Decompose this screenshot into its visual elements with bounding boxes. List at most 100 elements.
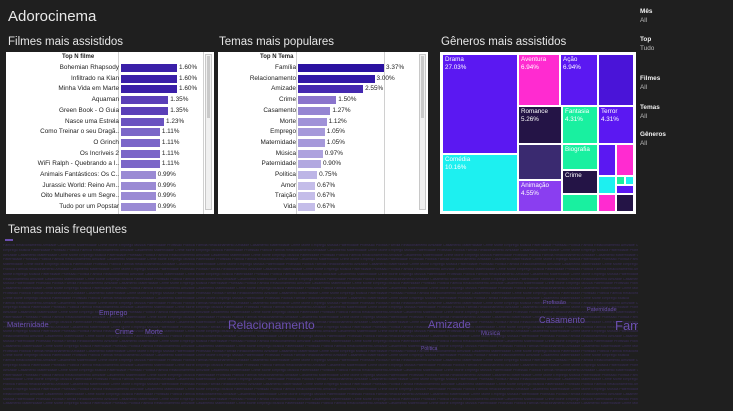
tile-small[interactable] (562, 194, 598, 212)
bar[interactable] (298, 128, 325, 137)
tile-crime[interactable]: Crime (562, 170, 598, 194)
wordcloud-word[interactable]: Emprego (99, 310, 128, 317)
filter-key: Mês (640, 8, 653, 15)
filter-value[interactable]: All (640, 84, 648, 91)
bar-row-label: Relacionamento (218, 74, 296, 84)
bar[interactable] (298, 106, 331, 115)
filter-1[interactable]: Top Tudo (640, 36, 654, 52)
bar[interactable] (121, 138, 160, 147)
bar[interactable] (121, 74, 177, 83)
tile-small[interactable] (518, 144, 562, 180)
wordcloud-word[interactable]: Política (421, 346, 438, 352)
bar[interactable] (298, 149, 323, 158)
filmes-bar-chart[interactable]: Top N filme Bohemian Rhapsody 1.60% Infilt… (6, 52, 214, 214)
bar[interactable] (121, 181, 156, 190)
bar-value-label: 1.60% (179, 74, 198, 82)
bar-row-label: Família (218, 63, 296, 73)
tile-small[interactable] (616, 194, 634, 212)
bar-value-label: 2.55% (365, 85, 384, 93)
temas-bar-chart[interactable]: Top N Tema Família 3.37% Relacionamento 3.0… (218, 52, 428, 214)
tile-small[interactable] (616, 176, 625, 185)
bar[interactable] (121, 106, 169, 115)
tile-small[interactable] (625, 176, 634, 185)
bar-label: Tudo por um Popstar (59, 203, 119, 211)
bar[interactable] (298, 171, 318, 179)
filter-value[interactable]: All (640, 17, 648, 24)
bar[interactable] (298, 138, 325, 147)
bar-row-label: Oito Mulheres e um Segre.. (6, 191, 119, 201)
scroll-thumb[interactable] (421, 56, 424, 118)
tile-small[interactable] (598, 194, 616, 212)
bar[interactable] (121, 85, 177, 94)
bar-row-label: WiFi Ralph - Quebrando a I.. (6, 159, 119, 169)
wordcloud-word[interactable]: Crime (115, 329, 134, 336)
wordcloud-word[interactable]: Paternidade (587, 307, 617, 313)
bar[interactable] (298, 160, 321, 169)
tile-drama[interactable]: Drama 27.03% (442, 54, 518, 154)
temas-scrollbar[interactable] (419, 54, 426, 210)
bar[interactable] (121, 149, 160, 158)
wordcloud-word[interactable]: Maternidade (7, 320, 49, 329)
bar[interactable] (298, 85, 364, 94)
wordcloud-filler: Música Paternidade Profissão Política Fa… (3, 397, 638, 401)
bar[interactable] (298, 74, 375, 83)
bar[interactable] (298, 192, 316, 201)
bar[interactable] (121, 203, 156, 212)
filter-value[interactable]: Tudo (640, 45, 655, 52)
bar[interactable] (121, 160, 160, 169)
wordcloud-word[interactable]: Amizade (428, 319, 471, 331)
bar[interactable] (298, 181, 316, 190)
bar[interactable] (121, 128, 160, 137)
wordcloud-word[interactable]: Música (481, 331, 501, 337)
bar[interactable] (121, 171, 156, 179)
tile-acao[interactable]: Ação 6.94% (560, 54, 598, 106)
bar[interactable] (121, 64, 177, 72)
tile-pct: 4.31% (565, 115, 583, 123)
bar-row-label: Jurassic World: Reino Am.. (6, 181, 119, 191)
tile-small[interactable] (616, 144, 634, 176)
wordcloud-word[interactable]: Relacionamento (228, 318, 315, 332)
bar[interactable] (298, 96, 337, 105)
tile-biografia[interactable]: Biografia (562, 144, 598, 170)
wordcloud-word[interactable]: Morte (145, 329, 163, 336)
wordcloud-word[interactable]: Família (615, 318, 638, 333)
tile-label: Comédia (445, 156, 471, 163)
tile-label: Terror (601, 108, 618, 115)
bar-label: Casamento (263, 106, 296, 114)
wordcloud-word[interactable]: Profissão (543, 300, 566, 306)
tile-terror[interactable]: Terror 4.31% (598, 106, 634, 144)
tile-fantasia[interactable]: Fantasia 4.31% (562, 106, 598, 144)
bar[interactable] (121, 96, 169, 105)
bar[interactable] (298, 64, 384, 72)
bar-label: Oito Mulheres e um Segre.. (40, 192, 119, 200)
bar[interactable] (121, 117, 165, 126)
tile-other[interactable] (598, 54, 634, 106)
filter-2[interactable]: Filmes All (640, 75, 660, 91)
wordcloud-word[interactable]: Casamento (539, 315, 586, 325)
tile-comedia[interactable]: Comédia 10.16% (442, 154, 518, 212)
bar[interactable] (298, 203, 316, 212)
filter-0[interactable]: Mês All (640, 8, 652, 24)
filter-4[interactable]: Gêneros All (640, 131, 666, 147)
filter-3[interactable]: Temas All (640, 104, 660, 120)
wordcloud-title: Temas mais frequentes (8, 224, 127, 236)
wordcloud-filler: Maternidade Crime Morte Emprego Música P… (3, 378, 638, 382)
scroll-thumb[interactable] (207, 56, 210, 118)
tile-animacao[interactable]: Animação 4.55% (518, 180, 562, 212)
generos-treemap[interactable]: Drama 27.03% Aventura 6.94% Ação 6.94% Roma… (440, 52, 636, 214)
tile-small[interactable] (616, 185, 634, 194)
bar-label: Maternidade (260, 138, 296, 146)
filter-value[interactable]: All (640, 113, 648, 120)
tile-small[interactable] (598, 176, 616, 194)
tile-aventura[interactable]: Aventura 6.94% (518, 54, 560, 106)
bar[interactable] (121, 192, 156, 201)
bar[interactable] (298, 117, 327, 126)
filmes-scrollbar[interactable] (205, 54, 212, 210)
bar-label: Aquaman (91, 96, 119, 104)
wordcloud[interactable]: Família Relacionamento Amizade Casamento… (3, 238, 638, 408)
filter-value[interactable]: All (640, 140, 648, 147)
tile-small[interactable] (598, 144, 616, 176)
tile-label: Aventura (521, 56, 547, 63)
tile-romance[interactable]: Romance 5.26% (518, 106, 562, 144)
bar-label: Emprego (270, 128, 296, 136)
